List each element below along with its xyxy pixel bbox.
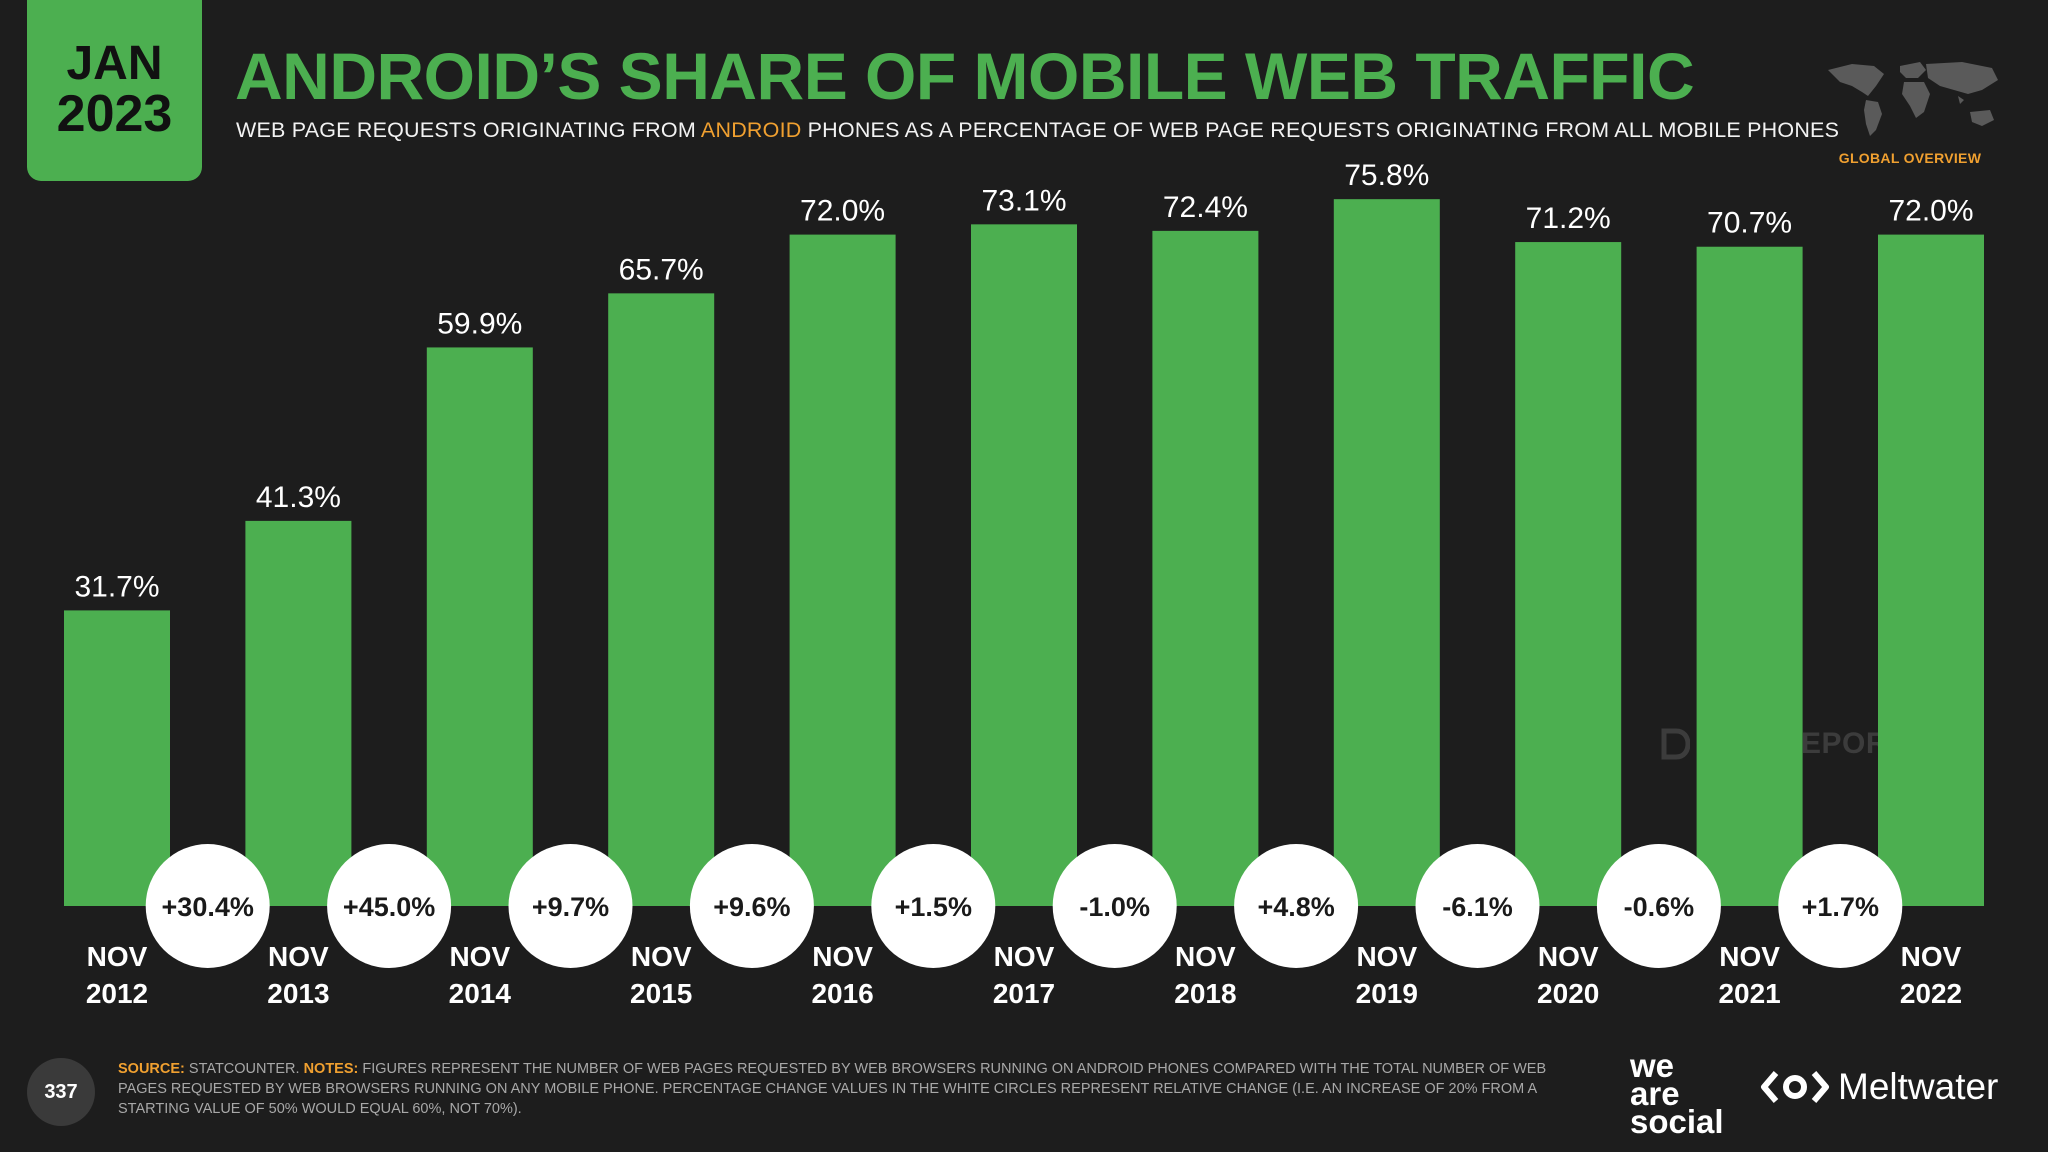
brand-line-1: we — [1630, 1047, 1675, 1084]
change-circle-0 — [145, 844, 270, 968]
meltwater-mark-icon — [1761, 1071, 1829, 1103]
source-label: SOURCE: — [118, 1061, 185, 1077]
change-circle-2 — [508, 844, 633, 968]
date-badge: JAN 2023 — [27, 0, 202, 181]
change-circle-7 — [1415, 844, 1540, 968]
notes-label: NOTES: — [303, 1061, 359, 1077]
x-tick-year-2: 2014 — [449, 978, 512, 1009]
x-tick-year-8: 2020 — [1537, 978, 1599, 1009]
date-month: JAN — [66, 36, 163, 90]
change-circle-5 — [1052, 844, 1177, 968]
x-tick-year-10: 2022 — [1900, 978, 1962, 1009]
bar-1 — [245, 520, 352, 906]
notes-text: FIGURES REPRESENT THE NUMBER OF WEB PAGE… — [118, 1061, 1547, 1117]
page-number: 337 — [27, 1058, 95, 1126]
meltwater-text: Meltwater — [1838, 1066, 1999, 1107]
value-label-10: 72.0% — [1888, 195, 1973, 228]
change-circle-6 — [1234, 844, 1359, 968]
value-label-4: 72.0% — [800, 195, 885, 228]
x-tick-month-3: NOV — [631, 941, 692, 972]
x-tick-month-10: NOV — [1901, 941, 1962, 972]
meltwater-logo: Meltwater — [1760, 1066, 1998, 1108]
bar-6 — [1152, 230, 1259, 906]
bar-8 — [1515, 242, 1622, 906]
change-circle-4 — [871, 844, 996, 968]
brand-line-3: social — [1630, 1103, 1724, 1140]
bar-2 — [426, 347, 533, 906]
x-tick-month-6: NOV — [1175, 941, 1236, 972]
footnote: SOURCE: STATCOUNTER. NOTES: FIGURES REPR… — [118, 1059, 1588, 1119]
source-text: STATCOUNTER. — [184, 1061, 304, 1077]
subtitle-text-before: WEB PAGE REQUESTS ORIGINATING FROM — [236, 118, 701, 142]
x-tick-month-7: NOV — [1356, 941, 1417, 972]
x-tick-year-7: 2019 — [1356, 978, 1418, 1009]
change-circle-8 — [1596, 844, 1721, 968]
value-label-5: 73.1% — [981, 184, 1066, 217]
value-label-7: 75.8% — [1344, 159, 1429, 192]
value-label-0: 31.7% — [74, 570, 159, 603]
brand-line-2: are — [1630, 1075, 1680, 1112]
value-label-6: 72.4% — [1163, 191, 1248, 224]
change-label-0: +30.4% — [162, 892, 254, 922]
bar-10 — [1878, 234, 1984, 907]
bar-0 — [64, 610, 170, 906]
world-map-icon — [1828, 62, 1998, 136]
x-tick-month-2: NOV — [449, 941, 510, 972]
x-tick-year-9: 2021 — [1718, 978, 1780, 1009]
value-label-1: 41.3% — [256, 481, 341, 514]
subtitle-text-after: PHONES AS A PERCENTAGE OF WEB PAGE REQUE… — [801, 118, 1840, 142]
bar-9 — [1696, 246, 1803, 906]
x-tick-month-5: NOV — [994, 941, 1055, 972]
x-tick-month-4: NOV — [812, 941, 873, 972]
bar-7 — [1333, 199, 1440, 907]
x-tick-year-0: 2012 — [86, 978, 148, 1009]
change-circle-9 — [1778, 844, 1903, 968]
bar-5 — [971, 224, 1077, 906]
x-tick-month-9: NOV — [1719, 941, 1780, 972]
bar-3 — [608, 293, 715, 906]
subtitle-highlight: ANDROID — [700, 118, 802, 142]
page-title: ANDROID’S SHARE OF MOBILE WEB TRAFFIC — [235, 39, 1695, 113]
x-tick-year-1: 2013 — [267, 978, 329, 1009]
bar-4 — [789, 234, 896, 907]
value-label-9: 70.7% — [1707, 207, 1792, 240]
x-tick-year-6: 2018 — [1174, 978, 1236, 1009]
x-tick-year-4: 2016 — [811, 978, 873, 1009]
change-label-5: -1.0% — [1079, 892, 1150, 922]
x-tick-month-8: NOV — [1538, 941, 1599, 972]
change-label-3: +9.6% — [713, 892, 790, 922]
x-tick-month-1: NOV — [268, 941, 329, 972]
change-label-4: +1.5% — [895, 892, 972, 922]
value-label-8: 71.2% — [1526, 202, 1611, 235]
date-year: 2023 — [56, 85, 173, 144]
change-label-6: +4.8% — [1257, 892, 1334, 922]
change-label-8: -0.6% — [1624, 892, 1695, 922]
change-circle-3 — [689, 844, 814, 968]
subtitle: WEB PAGE REQUESTS ORIGINATING FROM ANDRO… — [236, 118, 1839, 143]
x-tick-month-0: NOV — [87, 941, 148, 972]
change-label-7: -6.1% — [1442, 892, 1513, 922]
datareportal-logo-icon — [1661, 728, 1690, 760]
value-label-3: 65.7% — [619, 253, 704, 286]
value-label-2: 59.9% — [437, 307, 522, 340]
region-label: GLOBAL OVERVIEW — [1838, 150, 1982, 166]
we-are-social-logo: we are social — [1630, 1047, 1724, 1140]
change-label-2: +9.7% — [532, 892, 609, 922]
change-label-1: +45.0% — [343, 892, 435, 922]
x-tick-year-5: 2017 — [993, 978, 1055, 1009]
change-label-9: +1.7% — [1802, 892, 1879, 922]
x-tick-year-3: 2015 — [630, 978, 692, 1009]
change-circle-1 — [327, 844, 452, 968]
